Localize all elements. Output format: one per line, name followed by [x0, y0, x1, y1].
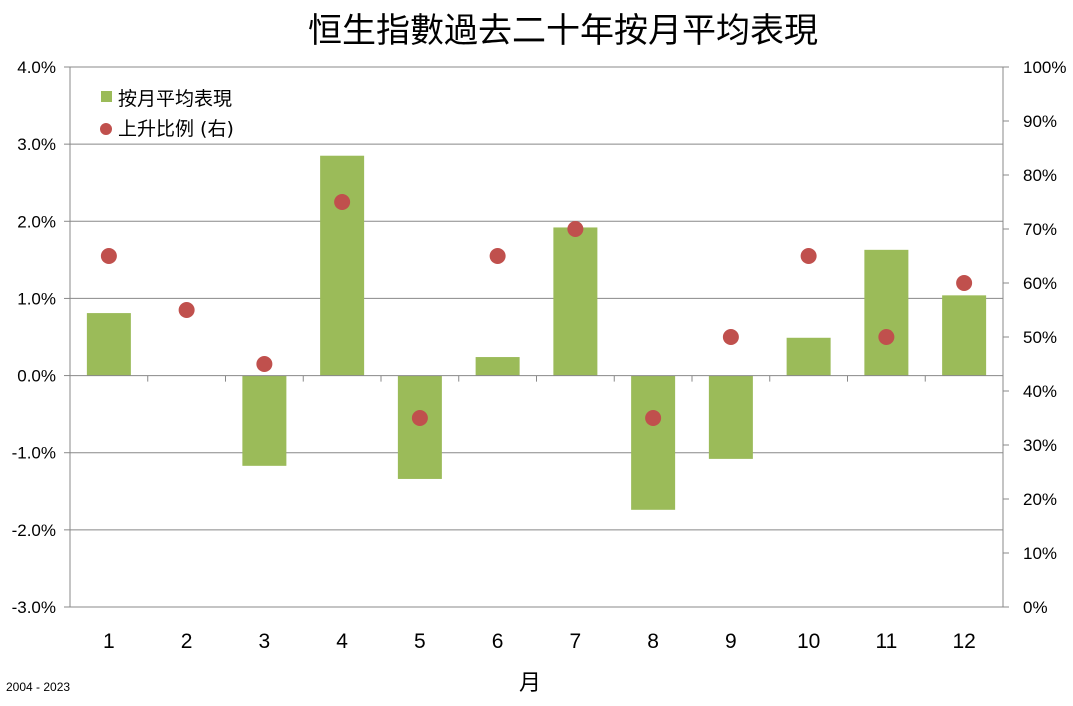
y-right-tick-label: 30%	[1023, 436, 1057, 455]
bar	[786, 337, 831, 376]
point	[100, 248, 117, 264]
legend-bar-swatch	[101, 91, 112, 102]
x-tick-label: 8	[647, 630, 659, 653]
x-tick-label: 6	[492, 630, 504, 653]
point	[567, 221, 584, 237]
point	[489, 248, 506, 264]
y-right-tick-label: 0%	[1023, 598, 1048, 617]
x-axis-label: 月	[519, 671, 541, 696]
x-tick-label: 4	[336, 630, 348, 653]
y-left-tick-label: -1.0%	[12, 444, 56, 463]
y-right-tick-label: 40%	[1023, 382, 1057, 401]
y-left-tick-label: 2.0%	[17, 212, 56, 231]
bar	[631, 375, 676, 510]
y-left-tick-label: 1.0%	[17, 289, 56, 308]
legend: 按月平均表現 上升比例 (右)	[100, 88, 234, 140]
point	[411, 410, 428, 426]
footnote: 2004 - 2023	[6, 680, 70, 694]
bar	[864, 249, 909, 376]
point	[178, 302, 195, 318]
bar-series	[86, 155, 987, 510]
point	[800, 248, 817, 264]
y-right-tick-label: 20%	[1023, 490, 1057, 509]
bar	[397, 375, 442, 479]
bar	[242, 375, 287, 466]
point	[722, 329, 739, 345]
legend-bar-label: 按月平均表現	[118, 88, 232, 110]
bar	[475, 357, 520, 376]
scatter-series	[100, 194, 973, 426]
y-right-tick-label: 70%	[1023, 220, 1057, 239]
x-tick-label: 5	[414, 630, 426, 653]
y-right-tick-label: 50%	[1023, 328, 1057, 347]
point	[334, 194, 351, 210]
y-left-tick-label: 3.0%	[17, 135, 56, 154]
x-tick-label: 3	[259, 630, 271, 653]
x-tick-label: 10	[797, 630, 820, 653]
y-left-tick-label: -2.0%	[12, 521, 56, 540]
x-tick-label: 9	[725, 630, 737, 653]
legend-dot-label: 上升比例 (右)	[118, 118, 234, 140]
y-right-tick-label: 100%	[1023, 58, 1066, 77]
x-tick-label: 11	[875, 630, 897, 653]
bar	[553, 227, 598, 376]
y-right-tick-label: 10%	[1023, 544, 1057, 563]
point	[645, 410, 662, 426]
x-tick-label: 2	[181, 630, 193, 653]
point	[878, 329, 895, 345]
bar	[320, 155, 365, 376]
y-right-tick-label: 60%	[1023, 274, 1057, 293]
axes	[64, 66, 1009, 608]
x-tick-label: 1	[103, 630, 115, 653]
legend-dot-swatch	[100, 123, 112, 135]
y-right-tick-label: 80%	[1023, 166, 1057, 185]
bar	[86, 313, 131, 376]
bar	[942, 295, 987, 376]
y-right-tick-label: 90%	[1023, 112, 1057, 131]
x-tick-label: 7	[570, 630, 582, 653]
y-left-tick-label: 4.0%	[17, 58, 56, 77]
grid-lines	[70, 66, 1003, 608]
tick-labels: 4.0%3.0%2.0%1.0%0.0%-1.0%-2.0%-3.0%100%9…	[12, 58, 1067, 653]
point	[956, 275, 973, 291]
y-left-tick-label: -3.0%	[12, 598, 56, 617]
point	[256, 356, 273, 372]
chart-title: 恒生指數過去二十年按月平均表現	[308, 11, 818, 51]
bar	[708, 375, 753, 459]
y-left-tick-label: 0.0%	[17, 367, 56, 386]
x-tick-label: 12	[952, 630, 975, 653]
